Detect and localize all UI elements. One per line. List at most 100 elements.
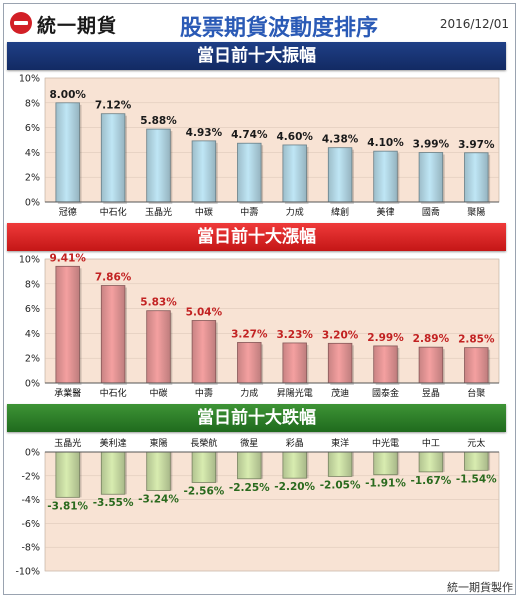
company-name: 統一期貨 [37, 15, 118, 37]
category-label: 美律 [376, 206, 394, 218]
bar [146, 451, 171, 491]
y-tick-label: 8% [25, 98, 40, 109]
y-tick-label: 6% [25, 304, 40, 315]
category-label: 玉晶光 [145, 206, 172, 218]
page-title: 股票期貨波動度排序 [179, 16, 378, 41]
bar [146, 128, 171, 203]
data-label: -3.81% [47, 500, 88, 512]
data-label: 8.00% [49, 89, 86, 101]
category-label: 美利達 [100, 437, 127, 449]
data-label: -2.25% [229, 482, 270, 494]
category-label: 力成 [286, 206, 304, 218]
bar [191, 320, 217, 384]
category-label: 中碳 [195, 206, 213, 218]
y-tick-label: -6% [22, 519, 41, 530]
bar [327, 342, 353, 384]
category-label: 國喬 [422, 207, 440, 218]
y-tick-label: -8% [22, 543, 41, 554]
y-tick-label: 6% [25, 123, 40, 134]
bar [191, 140, 217, 203]
data-label: 3.27% [231, 328, 268, 340]
data-label: 4.38% [322, 134, 359, 146]
bar [373, 150, 398, 203]
bar [418, 451, 444, 473]
category-label: 冠德 [59, 206, 77, 218]
bar [100, 113, 126, 203]
category-label: 中石化 [100, 206, 127, 218]
category-label: 中工 [422, 437, 440, 449]
data-label: 5.04% [186, 307, 223, 319]
y-tick-label: 4% [25, 148, 40, 159]
y-tick-label: 8% [25, 279, 40, 290]
category-label: 長榮航 [190, 437, 217, 449]
loss-section-title: 當日前十大跌幅 [7, 404, 506, 432]
y-tick-label: 4% [25, 329, 40, 340]
data-label: 4.74% [231, 129, 268, 141]
category-label: 微星 [240, 437, 258, 449]
y-tick-label: 0% [25, 198, 40, 209]
data-label: 3.99% [413, 139, 450, 151]
category-label: 玉晶光 [54, 437, 81, 449]
data-label: -2.56% [184, 485, 225, 497]
loss-bar-chart: 0% -2% -4% -6% -8% -10% -3.81% 玉晶光 -3.55% 美利達 -3.2… [15, 437, 500, 578]
data-label: 2.89% [413, 333, 450, 345]
data-label: 9.41% [49, 253, 86, 264]
category-label: 彩晶 [286, 438, 304, 449]
category-label: 茂迪 [331, 387, 349, 399]
y-tick-label: -4% [22, 495, 41, 506]
bar [327, 451, 353, 477]
gain-bar-chart: 0% 2% 4% 6% 8% 10% 9.41% 承業醫 7.86% 中石化 5.83% 中碳 5.04… [19, 253, 500, 399]
data-label: 4.10% [367, 137, 404, 149]
data-label: -1.67% [411, 475, 452, 487]
bar [464, 451, 489, 471]
category-label: 力成 [240, 387, 258, 399]
bar [373, 345, 398, 384]
y-tick-label: 0% [25, 379, 40, 390]
category-label: 國泰金 [372, 387, 399, 399]
bar [237, 142, 262, 203]
data-label: 2.85% [458, 334, 495, 346]
data-label: 7.12% [95, 100, 132, 112]
category-label: 緯創 [331, 206, 349, 218]
bar [55, 451, 80, 498]
y-tick-label: 10% [19, 255, 40, 266]
data-label: 3.97% [458, 139, 495, 151]
bar [327, 147, 353, 203]
data-label: 5.83% [140, 297, 177, 309]
bar [282, 342, 307, 384]
category-label: 中壽 [240, 206, 258, 218]
data-label: 3.20% [322, 329, 359, 341]
bar [100, 285, 126, 384]
data-label: 3.23% [276, 329, 313, 341]
data-label: 2.99% [367, 332, 404, 344]
y-tick-label: -2% [22, 471, 41, 482]
bar [373, 451, 398, 476]
bar [282, 451, 307, 479]
y-tick-label: 2% [25, 354, 40, 365]
category-label: 昱晶 [422, 388, 440, 399]
gain-section-title: 當日前十大漲幅 [7, 223, 506, 251]
data-label: -2.20% [274, 481, 315, 493]
data-label: -2.05% [320, 479, 361, 491]
category-label: 中碳 [149, 387, 167, 399]
y-tick-label: -10% [15, 567, 40, 578]
data-label: -3.24% [138, 494, 179, 506]
data-label: -1.91% [365, 478, 406, 490]
data-label: 7.86% [95, 272, 132, 284]
data-label: 4.60% [276, 131, 313, 143]
bar [464, 152, 489, 203]
bar [418, 152, 444, 203]
y-tick-label: 2% [25, 173, 40, 184]
bar [100, 451, 126, 495]
category-label: 中壽 [195, 387, 213, 399]
report-header: 統一期貨 股票期貨波動度排序 2016/12/01 [4, 4, 517, 44]
footer-credit: 統一期貨製作 [447, 581, 513, 594]
category-label: 承業醫 [54, 387, 81, 399]
y-tick-label: 0% [25, 448, 40, 459]
bar [418, 346, 444, 384]
data-label: -1.54% [456, 473, 497, 485]
category-label: 昇陽光電 [277, 387, 313, 399]
bar [237, 342, 262, 384]
bar [464, 347, 489, 384]
category-label: 中光電 [372, 437, 399, 449]
